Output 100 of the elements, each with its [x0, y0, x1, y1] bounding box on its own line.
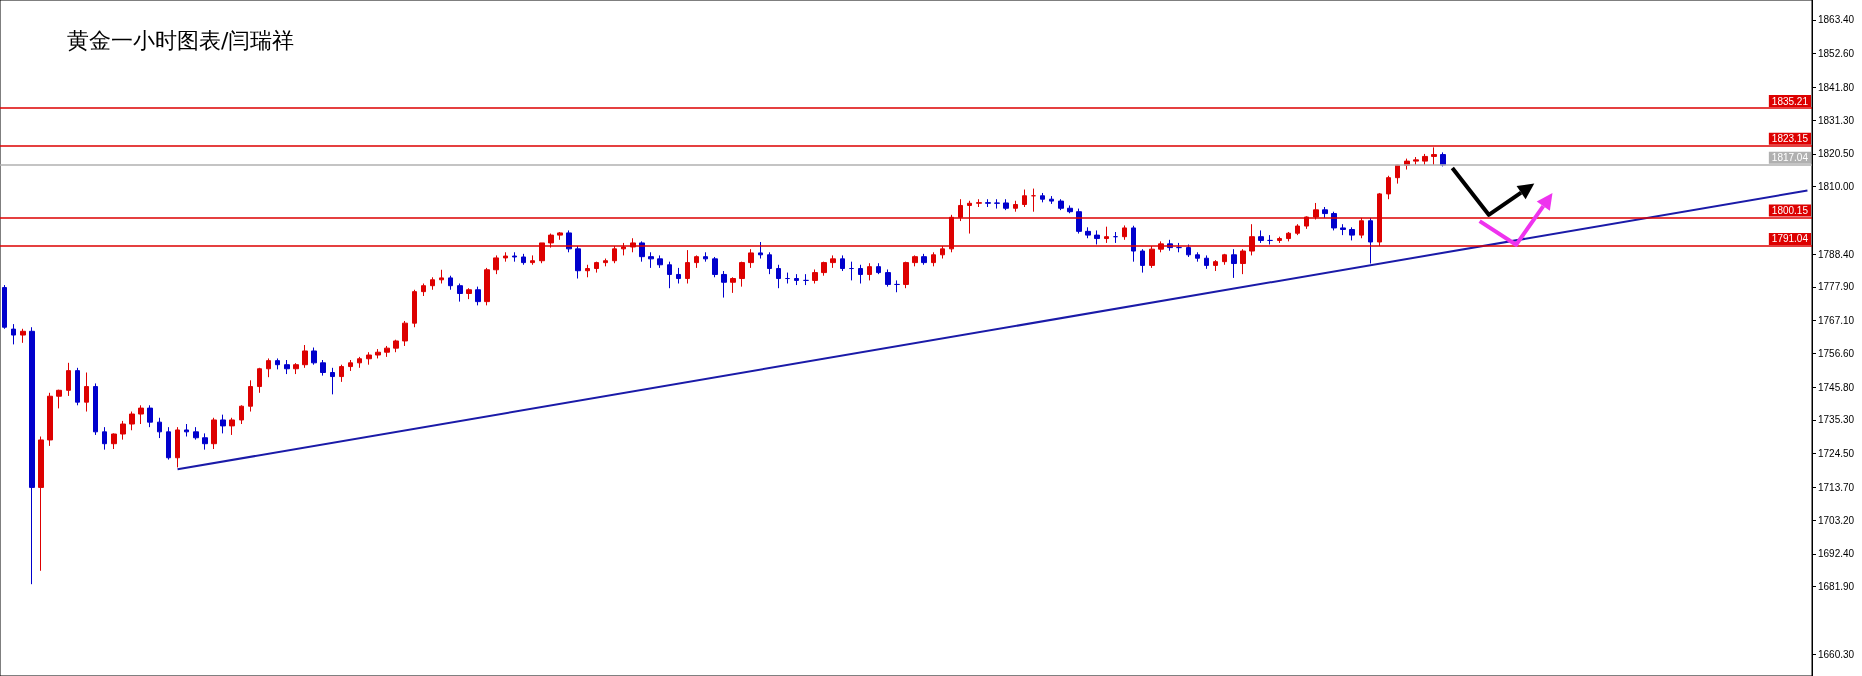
candlestick — [657, 254, 663, 269]
candlestick — [20, 328, 26, 344]
candlestick — [867, 262, 872, 281]
candlestick — [521, 253, 526, 266]
candlestick — [1258, 229, 1264, 244]
y-tick-label: 1681.90 — [1818, 581, 1855, 593]
candlestick — [38, 436, 44, 572]
y-tick-label: 1703.20 — [1818, 514, 1855, 526]
y-tick-label: 1660.30 — [1818, 648, 1855, 660]
candlestick — [475, 286, 481, 306]
candlestick — [75, 367, 80, 406]
y-tick-label: 1831.30 — [1818, 114, 1855, 126]
candlestick — [821, 261, 827, 277]
candlestick — [330, 367, 335, 395]
candlestick — [366, 351, 372, 366]
candlestick — [293, 362, 299, 375]
candlestick — [676, 267, 681, 285]
candlestick — [56, 389, 62, 409]
candlestick — [776, 264, 781, 289]
candlestick — [357, 356, 362, 369]
candlestick — [184, 423, 189, 438]
candlestick — [1240, 248, 1246, 275]
text: 黄金一小时图表/闫瑞祥 — [67, 27, 295, 53]
candlestick — [1413, 156, 1419, 166]
candlestick — [685, 249, 690, 285]
candlestick — [803, 273, 809, 286]
candlestick — [412, 289, 417, 328]
candlestick — [1031, 188, 1036, 213]
ref-line-label: 1835.21 — [1771, 95, 1809, 107]
candlestick — [202, 432, 208, 451]
candlestick — [66, 362, 71, 397]
candlestick — [694, 254, 699, 269]
candlestick — [157, 417, 162, 439]
candlestick — [430, 276, 435, 291]
candlestick — [785, 272, 790, 285]
candlestick — [1395, 164, 1400, 185]
candlestick — [29, 326, 35, 585]
candlestick — [985, 198, 991, 208]
candlestick — [858, 264, 863, 285]
candlestick — [211, 417, 217, 450]
y-tick-label: 1863.40 — [1818, 14, 1855, 26]
candlestick — [1195, 251, 1200, 263]
y-tick-label: 1767.10 — [1818, 315, 1855, 327]
candlestick — [1295, 223, 1300, 236]
candlestick — [175, 426, 180, 468]
candlestick — [1340, 223, 1346, 236]
y-tick-label: 1692.40 — [1818, 548, 1855, 560]
candlestick — [748, 248, 754, 269]
ref-line-label: 1817.04 — [1771, 152, 1809, 164]
candlestick — [721, 270, 727, 299]
candlestick — [912, 254, 918, 267]
candlestick — [393, 339, 399, 353]
candlestick — [257, 367, 262, 394]
candlestick — [421, 283, 426, 297]
candlestick — [111, 432, 117, 450]
candlestick — [2, 284, 7, 330]
candlestick — [1222, 253, 1227, 266]
candlestick — [302, 344, 308, 369]
candlestick — [93, 382, 98, 436]
candlestick — [767, 251, 772, 275]
candlestick — [603, 258, 608, 267]
candlestick — [667, 261, 672, 289]
candlestick — [384, 345, 390, 358]
candlestick — [812, 268, 818, 285]
candlestick — [730, 276, 736, 294]
candlestick — [129, 411, 135, 431]
candlestick — [84, 372, 89, 413]
candlestick — [903, 261, 909, 289]
candlestick — [284, 359, 290, 375]
candlestick — [120, 420, 126, 441]
ref-line-label: 1791.04 — [1771, 233, 1809, 245]
candlestick — [484, 267, 490, 306]
candlestick — [1040, 192, 1045, 203]
candlestick — [976, 198, 982, 208]
candlestick — [703, 251, 708, 263]
ref-line-label: 1800.15 — [1771, 204, 1809, 216]
candlestick — [1067, 204, 1073, 214]
candlestick — [758, 241, 763, 260]
candlestick — [1277, 236, 1282, 244]
candlestick — [712, 256, 718, 278]
candlestick — [266, 357, 271, 378]
candlestick — [1186, 243, 1191, 258]
candlestick — [931, 251, 936, 267]
candlestick — [239, 404, 244, 425]
candlestick — [275, 357, 280, 370]
candlestick — [339, 364, 344, 383]
candlestick — [193, 426, 199, 441]
candlestick — [921, 253, 927, 266]
candlestick — [1286, 231, 1291, 242]
candlestick — [1113, 231, 1118, 244]
candlestick — [739, 261, 745, 288]
y-tick-label: 1810.00 — [1818, 181, 1855, 193]
candlestick — [457, 283, 463, 303]
candlestick — [1094, 229, 1100, 245]
candlestick — [1022, 189, 1027, 208]
candlestick — [11, 323, 16, 345]
candlestick — [47, 392, 53, 447]
candlestick — [248, 379, 253, 413]
candlestick — [147, 404, 153, 428]
candlestick — [1085, 226, 1091, 239]
